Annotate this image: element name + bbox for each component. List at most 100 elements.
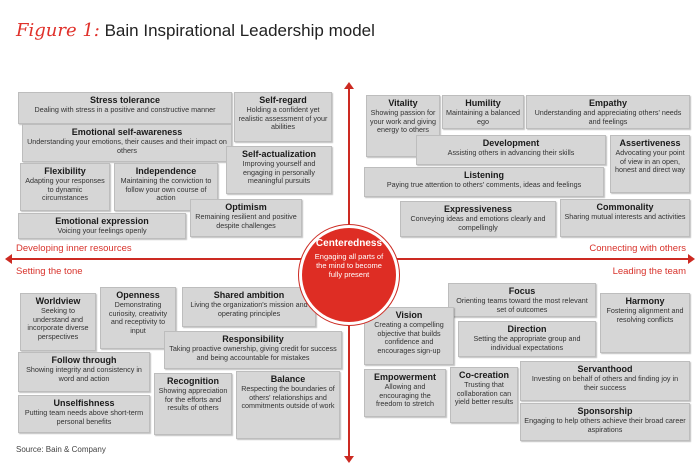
card-title: Humility <box>465 98 501 108</box>
card-development: Development Assisting others in advancin… <box>416 135 606 165</box>
card-openness: Openness Demonstrating curiosity, creati… <box>100 287 176 349</box>
arrow-right-icon <box>688 254 695 264</box>
card-desc: Orienting teams toward the most relevant… <box>456 296 588 314</box>
card-desc: Investing on behalf of others and findin… <box>531 374 679 392</box>
card-title: Shared ambition <box>213 290 285 300</box>
card-title: Development <box>482 138 540 148</box>
card-empowerment: Empowerment Allowing and encouraging the… <box>364 369 446 417</box>
card-title: Direction <box>507 324 547 334</box>
card-focus: Focus Orienting teams toward the most re… <box>448 283 596 317</box>
card-title: Self-actualization <box>241 149 316 159</box>
card-desc: Trusting that collaboration can yield be… <box>454 380 514 407</box>
card-desc: Showing integrity and consistency in wor… <box>26 365 142 383</box>
label-leading-the-team: Leading the team <box>612 266 686 277</box>
label-developing-inner-resources: Developing inner resources <box>16 243 132 254</box>
card-title: Expressiveness <box>443 204 513 214</box>
label-setting-the-tone: Setting the tone <box>16 266 83 277</box>
card-title: Emotional expression <box>55 216 149 226</box>
label-connecting-with-others: Connecting with others <box>589 243 686 254</box>
card-title: Emotional self-awareness <box>71 127 183 137</box>
card-desc: Taking proactive ownership, giving credi… <box>169 344 337 362</box>
figure-title-text: Bain Inspirational Leadership model <box>104 21 375 40</box>
card-desc: Showing passion for your work and giving… <box>370 108 436 135</box>
card-recognition: Recognition Showing appreciation for the… <box>154 373 232 435</box>
card-desc: Understanding and appreciating others' n… <box>534 108 682 126</box>
card-title: Empathy <box>588 98 627 108</box>
card-title: Assertiveness <box>619 138 681 148</box>
card-title: Flexibility <box>44 166 86 176</box>
card-title: Worldview <box>35 296 81 306</box>
card-desc: Conveying ideas and emotions clearly and… <box>410 214 546 232</box>
card-title: Sponsorship <box>577 406 633 416</box>
card-desc: Assisting others in advancing their skil… <box>447 148 575 157</box>
card-co-creation: Co-creation Trusting that collaboration … <box>450 367 518 423</box>
card-desc: Remaining resilient and positive despite… <box>195 212 297 230</box>
card-title: Recognition <box>167 376 219 386</box>
card-desc: Showing appreciation for the efforts and… <box>158 386 228 413</box>
card-title: Optimism <box>225 202 267 212</box>
card-balance: Balance Respecting the boundaries of oth… <box>236 371 340 439</box>
card-title: Self-regard <box>259 95 307 105</box>
arrow-down-icon <box>344 456 354 463</box>
card-title: Listening <box>464 170 504 180</box>
figure-title: Figure 1: Bain Inspirational Leadership … <box>16 20 375 41</box>
card-optimism: Optimism Remaining resilient and positiv… <box>190 199 302 237</box>
card-flexibility: Flexibility Adapting your responses to d… <box>20 163 110 211</box>
source-note: Source: Bain & Company <box>16 445 106 454</box>
card-empathy: Empathy Understanding and appreciating o… <box>526 95 690 129</box>
card-expressiveness: Expressiveness Conveying ideas and emoti… <box>400 201 556 237</box>
card-desc: Maintaining a balanced ego <box>446 108 520 126</box>
arrow-up-icon <box>344 82 354 89</box>
card-title: Responsibility <box>222 334 284 344</box>
card-sponsorship: Sponsorship Engaging to help others achi… <box>520 403 690 441</box>
card-title: Focus <box>508 286 536 296</box>
card-desc: Holding a confident yet realistic assess… <box>238 105 328 132</box>
card-listening: Listening Paying true attention to other… <box>364 167 604 197</box>
card-title: Openness <box>116 290 160 300</box>
card-title: Independence <box>135 166 197 176</box>
card-title: Harmony <box>625 296 665 306</box>
card-desc: Fostering alignment and resolving confli… <box>606 306 684 324</box>
card-shared-ambition: Shared ambition Living the organization'… <box>182 287 316 327</box>
center-title: Centeredness <box>315 238 383 249</box>
card-desc: Paying true attention to others' comment… <box>386 180 582 189</box>
card-title: Unselfishness <box>53 398 115 408</box>
card-title: Empowerment <box>373 372 436 382</box>
card-commonality: Commonality Sharing mutual interests and… <box>560 199 690 237</box>
card-desc: Setting the appropriate group and indivi… <box>473 334 581 352</box>
card-harmony: Harmony Fostering alignment and resolvin… <box>600 293 690 353</box>
arrow-left-icon <box>5 254 12 264</box>
card-self-actualization: Self-actualization Improving yourself an… <box>226 146 332 194</box>
card-worldview: Worldview Seeking to understand and inco… <box>20 293 96 351</box>
card-servanthood: Servanthood Investing on behalf of other… <box>520 361 690 401</box>
card-desc: Voicing your feelings openly <box>57 226 147 235</box>
card-title: Commonality <box>596 202 654 212</box>
card-title: Vision <box>395 310 423 320</box>
card-emotional-expression: Emotional expression Voicing your feelin… <box>18 213 186 239</box>
card-unselfishness: Unselfishness Putting team needs above s… <box>18 395 150 433</box>
card-title: Follow through <box>51 355 117 365</box>
card-title: Vitality <box>388 98 418 108</box>
card-humility: Humility Maintaining a balanced ego <box>442 95 524 129</box>
card-title: Co-creation <box>458 370 509 380</box>
card-desc: Advocating your point of view in an open… <box>615 148 685 175</box>
card-desc: Respecting the boundaries of others' rel… <box>241 384 335 411</box>
card-title: Servanthood <box>577 364 633 374</box>
card-desc: Living the organization's mission and op… <box>190 300 308 318</box>
figure-label: Figure 1: <box>16 20 100 41</box>
card-desc: Putting team needs above short-term pers… <box>24 408 144 426</box>
card-stress-tolerance: Stress tolerance Dealing with stress in … <box>18 92 232 124</box>
card-responsibility: Responsibility Taking proactive ownershi… <box>164 331 342 369</box>
card-direction: Direction Setting the appropriate group … <box>458 321 596 357</box>
card-assertiveness: Assertiveness Advocating your point of v… <box>610 135 690 193</box>
card-desc: Demonstrating curiosity, creativity and … <box>108 300 168 335</box>
card-desc: Engaging to help others achieve their br… <box>524 416 686 434</box>
card-desc: Understanding your emotions, their cause… <box>27 137 227 155</box>
centeredness-circle: Centeredness Engaging all parts of the m… <box>302 228 396 322</box>
card-vision: Vision Creating a compelling objective t… <box>364 307 454 365</box>
center-desc: Engaging all parts of the mind to become… <box>314 252 384 279</box>
card-desc: Dealing with stress in a positive and co… <box>34 105 216 114</box>
card-desc: Improving yourself and engaging in perso… <box>242 159 316 186</box>
card-self-regard: Self-regard Holding a confident yet real… <box>234 92 332 142</box>
card-emotional-self-awareness: Emotional self-awareness Understanding y… <box>22 124 232 162</box>
